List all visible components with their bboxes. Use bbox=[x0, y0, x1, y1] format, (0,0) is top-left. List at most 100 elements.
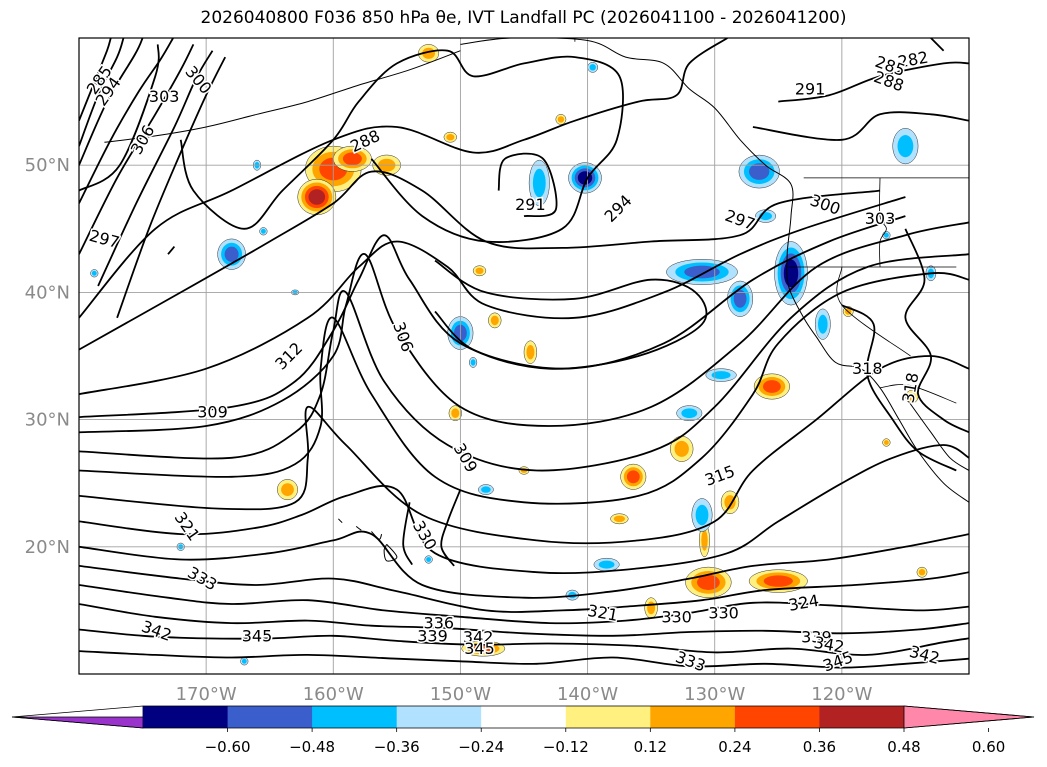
lon-tick-label: 140°W bbox=[557, 684, 618, 705]
contour-label: 303 bbox=[865, 209, 896, 228]
theta-e-contour bbox=[79, 272, 969, 505]
colorbar-segment bbox=[227, 706, 313, 728]
theta-e-contour bbox=[434, 259, 708, 370]
theta-e-contour bbox=[179, 49, 624, 243]
theta-e-contour bbox=[79, 215, 906, 418]
lon-tick-label: 130°W bbox=[684, 684, 745, 705]
lat-tick-label: 40°N bbox=[25, 282, 70, 303]
lon-tick-label: 150°W bbox=[430, 684, 491, 705]
theta-e-contour bbox=[497, 152, 558, 218]
contour-label: 342 bbox=[139, 617, 174, 645]
theta-e-contour bbox=[79, 38, 125, 147]
coastline bbox=[460, 38, 969, 503]
contour-label: 333 bbox=[673, 647, 708, 675]
chart-title: 2026040800 F036 850 hPa θe, IVT Landfall… bbox=[200, 8, 847, 28]
lon-tick-label: 160°W bbox=[303, 684, 364, 705]
theta-e-contour bbox=[79, 444, 969, 575]
shaded-anomaly bbox=[670, 435, 694, 462]
colorbar-segment bbox=[312, 706, 398, 728]
shaded-anomaly bbox=[443, 131, 457, 143]
contour-label: 291 bbox=[515, 195, 546, 214]
shaded-anomaly bbox=[892, 128, 919, 165]
theta-e-contour bbox=[79, 38, 112, 122]
colorbar-tick-label: 0.24 bbox=[718, 738, 751, 756]
contour-label: 312 bbox=[271, 338, 306, 373]
colorbar-tick-label: −0.12 bbox=[543, 738, 589, 756]
contour-label: 321 bbox=[586, 601, 619, 625]
shaded-anomaly bbox=[297, 178, 337, 216]
shaded-anomaly bbox=[644, 597, 658, 619]
shaded-anomaly bbox=[90, 269, 99, 278]
contour-label: 330 bbox=[661, 607, 692, 626]
shaded-anomaly bbox=[469, 357, 478, 368]
coastline bbox=[371, 531, 383, 540]
shaded-anomaly bbox=[217, 238, 246, 270]
theta-e-contour bbox=[79, 253, 969, 472]
shaded-anomaly bbox=[905, 390, 919, 404]
theta-e-contour bbox=[930, 38, 945, 52]
contour-label: 300 bbox=[181, 62, 215, 98]
colorbar-segment bbox=[481, 706, 567, 728]
colorbar-segment bbox=[650, 706, 736, 728]
shaded-anomaly bbox=[727, 280, 754, 317]
theta-e-contour bbox=[904, 228, 969, 434]
shaded-anomaly bbox=[610, 513, 629, 525]
colorbar-extend-high bbox=[903, 705, 1035, 729]
colorbar-tick-label: −0.60 bbox=[205, 738, 251, 756]
contour-label: 303 bbox=[149, 87, 180, 106]
lat-tick-label: 50°N bbox=[25, 155, 70, 176]
lat-tick-label: 20°N bbox=[25, 537, 70, 558]
coastline bbox=[907, 400, 969, 471]
shaded-anomaly bbox=[720, 490, 740, 514]
shaded-anomaly bbox=[523, 340, 538, 364]
lon-tick-label: 170°W bbox=[176, 684, 237, 705]
contour-label: 318 bbox=[852, 359, 883, 378]
theta-e-contour bbox=[79, 221, 969, 434]
shaded-anomaly bbox=[705, 368, 737, 382]
colorbar-tick-label: −0.48 bbox=[289, 738, 335, 756]
colorbar-tick-label: −0.36 bbox=[374, 738, 420, 756]
contour-label: 345 bbox=[242, 626, 273, 645]
colorbar-tick-label: 0.60 bbox=[972, 738, 1005, 756]
colorbar-segment bbox=[819, 706, 905, 728]
contour-label: 306 bbox=[389, 319, 417, 354]
shaded-anomaly bbox=[774, 241, 808, 306]
theta-e-contour bbox=[841, 304, 957, 472]
map-frame bbox=[78, 37, 970, 675]
colorbar-extend-low bbox=[11, 706, 144, 729]
lon-tick-label: 120°W bbox=[811, 684, 872, 705]
shaded-anomaly bbox=[685, 566, 732, 598]
theta-e-contour bbox=[778, 61, 969, 103]
theta-e-contour bbox=[402, 502, 413, 566]
shaded-anomaly bbox=[882, 438, 891, 447]
colorbar-tick-label: 0.36 bbox=[803, 738, 836, 756]
theta-e-contour bbox=[79, 196, 906, 396]
contour-label: 321 bbox=[171, 508, 204, 544]
shaded-anomaly bbox=[814, 308, 831, 340]
political-border bbox=[879, 384, 957, 404]
theta-e-contour bbox=[79, 584, 969, 625]
coastline bbox=[104, 50, 461, 143]
theta-e-contour bbox=[97, 50, 214, 287]
contour-label: 339 bbox=[801, 628, 832, 647]
coastline bbox=[338, 518, 343, 523]
contour-label: 342 bbox=[463, 628, 494, 647]
theta-e-contour bbox=[79, 43, 195, 255]
contour-label: 339 bbox=[417, 626, 448, 645]
theta-e-contour bbox=[116, 56, 227, 319]
shaded-anomaly bbox=[593, 557, 620, 572]
shaded-anomaly bbox=[528, 159, 550, 207]
theta-e-contour bbox=[79, 530, 969, 599]
colorbar-segment bbox=[734, 706, 820, 728]
colorbar-tick-label: 0.48 bbox=[887, 738, 920, 756]
shaded-anomaly bbox=[666, 259, 738, 285]
contour-label: 297 bbox=[87, 226, 121, 252]
shaded-anomaly bbox=[424, 555, 433, 564]
shaded-anomaly bbox=[555, 114, 567, 125]
shaded-anomaly bbox=[748, 569, 808, 593]
contour-label: 336 bbox=[424, 614, 455, 633]
theta-e-contour bbox=[79, 170, 881, 351]
theta-e-contour bbox=[79, 44, 160, 192]
theta-e-contour bbox=[167, 246, 176, 255]
